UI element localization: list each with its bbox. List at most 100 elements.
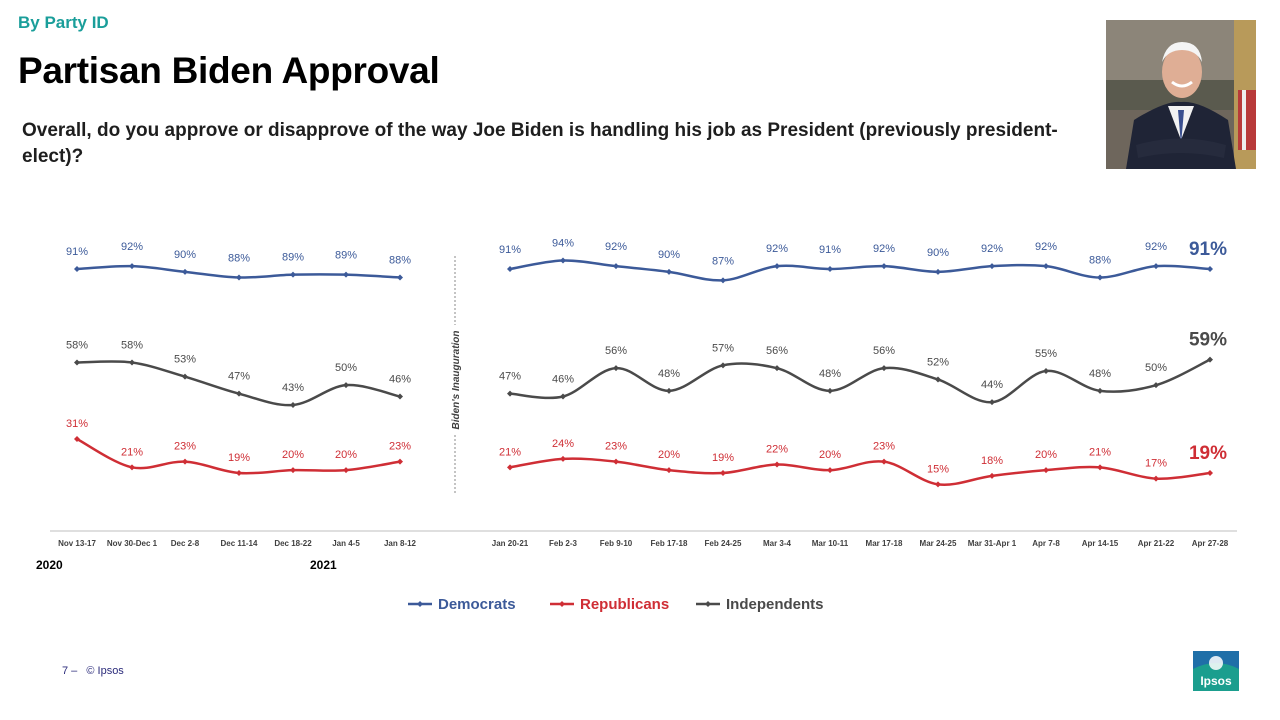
year-label: 2021 (310, 558, 337, 572)
republicans-point (881, 458, 887, 465)
independents-data-label: 53% (174, 354, 196, 366)
democrats-point (397, 274, 403, 281)
x-tick-label: Jan 20-21 (492, 539, 529, 548)
independents-point (989, 399, 995, 406)
independents-data-label: 55% (1035, 348, 1057, 360)
independents-point (74, 359, 80, 366)
independents-data-label: 48% (1089, 368, 1111, 380)
democrats-data-label: 92% (121, 241, 143, 253)
x-tick-label: Nov 30-Dec 1 (107, 539, 158, 548)
independents-point (1097, 387, 1103, 394)
republicans-point (397, 458, 403, 465)
independents-data-label: 56% (766, 345, 788, 357)
democrats-legend-marker (417, 601, 423, 607)
republicans-point (827, 467, 833, 474)
democrats-line (509, 259, 1211, 282)
republicans-data-label: 21% (1089, 446, 1111, 458)
democrats-point (613, 263, 619, 270)
independents-point (129, 359, 135, 366)
democrats-point (236, 274, 242, 281)
independents-point (935, 376, 941, 383)
independents-data-label: 56% (605, 345, 627, 357)
democrats-point (989, 263, 995, 270)
republicans-data-label: 24% (552, 438, 574, 450)
republicans-data-label: 21% (121, 446, 143, 458)
x-tick-label: Dec 11-14 (221, 539, 258, 548)
independents-data-label: 58% (121, 340, 143, 352)
republicans-data-label: 22% (766, 444, 788, 456)
democrats-data-label: 92% (981, 243, 1003, 255)
republicans-point (720, 470, 726, 476)
year-label: 2020 (36, 558, 63, 572)
democrats-point (1207, 266, 1213, 272)
x-tick-label: Feb 17-18 (651, 539, 688, 548)
independents-point (290, 402, 296, 408)
independents-data-label: 47% (499, 371, 521, 383)
independents-point (666, 387, 672, 394)
footer: 7 – © Ipsos (62, 665, 124, 677)
republicans-point (1153, 475, 1159, 482)
republicans-point (507, 464, 513, 471)
republicans-data-label: 19% (712, 452, 734, 464)
republicans-data-label: 23% (873, 441, 895, 453)
independents-data-label: 44% (981, 379, 1003, 391)
independents-data-label: 43% (282, 382, 304, 394)
democrats-data-label: 89% (335, 250, 357, 262)
democrats-point (827, 266, 833, 272)
republicans-data-label: 23% (605, 441, 627, 453)
republicans-data-label: 20% (658, 449, 680, 461)
page-number: 7 – (62, 665, 78, 677)
kicker: By Party ID (18, 13, 109, 32)
ipsos-logo-icon: Ipsos (1193, 651, 1239, 691)
republicans-data-label: 19% (1189, 443, 1227, 464)
x-tick-label: Mar 24-25 (920, 539, 957, 548)
independents-data-label: 48% (658, 368, 680, 380)
republicans-point (236, 470, 242, 476)
democrats-data-label: 92% (766, 243, 788, 255)
republicans-data-label: 20% (819, 449, 841, 461)
survey-question: Overall, do you approve or disapprove of… (22, 120, 1058, 167)
independents-point (1043, 368, 1049, 374)
democrats-data-label: 87% (712, 255, 734, 267)
x-tick-label: Mar 17-18 (866, 539, 903, 548)
democrats-data-label: 91% (66, 246, 88, 258)
democrats-data-label: 88% (1089, 255, 1111, 267)
democrats-data-label: 92% (1035, 241, 1057, 253)
democrats-data-label: 90% (658, 249, 680, 261)
independents-data-label: 52% (927, 357, 949, 369)
democrats-data-label: 92% (605, 241, 627, 253)
x-tick-label: Feb 9-10 (600, 539, 633, 548)
republicans-data-label: 15% (927, 463, 949, 475)
republicans-data-label: 17% (1145, 458, 1167, 470)
independents-data-label: 50% (1145, 362, 1167, 374)
independents-legend-label: Independents (726, 596, 824, 613)
republicans-point (613, 458, 619, 465)
x-tick-label: Feb 24-25 (705, 539, 742, 548)
democrats-data-label: 91% (1189, 239, 1227, 260)
republicans-point (1207, 470, 1213, 476)
democrats-point (1153, 263, 1159, 270)
republicans-point (343, 467, 349, 474)
democrats-data-label: 91% (819, 244, 841, 256)
democrats-point (507, 266, 513, 272)
independents-legend-marker (705, 601, 711, 607)
independents-data-label: 46% (389, 374, 411, 386)
democrats-data-label: 89% (282, 252, 304, 264)
inauguration-annotation: Biden's Inauguration (451, 330, 462, 429)
republicans-data-label: 31% (66, 418, 88, 430)
democrats-legend-label: Democrats (438, 596, 516, 613)
democrats-point (1043, 263, 1049, 270)
approval-chart: Nov 13-17 Nov 30-Dec 1 Dec 2-8 Dec 11-14 Dec… (36, 238, 1237, 613)
republicans-legend-label: Republicans (580, 596, 669, 613)
democrats-point (182, 268, 188, 275)
independents-point (1207, 356, 1213, 363)
independents-point (720, 362, 726, 369)
independents-point (774, 365, 780, 372)
republicans-data-label: 20% (282, 449, 304, 461)
democrats-point (129, 263, 135, 270)
independents-data-label: 47% (228, 371, 250, 383)
x-tick-label: Mar 31-Apr 1 (968, 539, 1017, 548)
x-tick-label: Nov 13-17 (58, 539, 96, 548)
independents-point (397, 393, 403, 400)
x-tick-label: Dec 18-22 (274, 539, 312, 548)
